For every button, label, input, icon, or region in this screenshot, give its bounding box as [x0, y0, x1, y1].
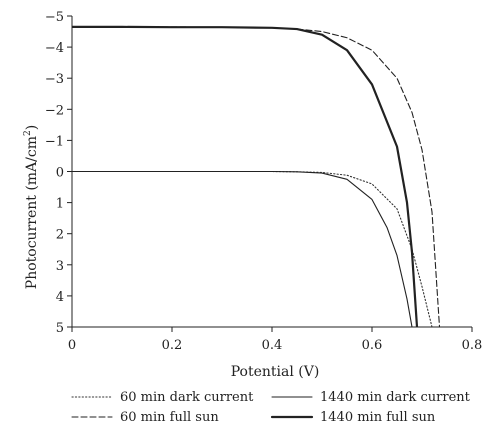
x-tick-label: 0.4 — [262, 338, 283, 353]
y-tick-label: 2 — [56, 228, 64, 243]
x-tick-label: 0.8 — [462, 338, 483, 353]
y-tick-label: 0 — [56, 166, 64, 181]
y-tick-label: 4 — [56, 290, 64, 305]
y-tick-label: −3 — [45, 72, 64, 87]
series-line-2 — [72, 26, 441, 327]
y-tick-label: −5 — [45, 10, 64, 25]
series-line-1 — [72, 170, 433, 327]
legend-label-1: 60 min dark current — [120, 390, 254, 405]
y-tick-label: −4 — [45, 41, 64, 56]
legend: 60 min dark current 60 min full sun 1440 m… — [71, 390, 471, 425]
y-tick-label: −1 — [45, 134, 64, 149]
y-tick-label: −2 — [45, 103, 64, 118]
legend-label-3: 1440 min dark current — [320, 390, 471, 405]
x-tick-label: 0.6 — [362, 338, 383, 353]
y-tick-label: 3 — [56, 259, 64, 274]
x-tick-label: 0 — [68, 338, 76, 353]
y-axis-label-main: Photocurrent (mA/cm — [24, 136, 40, 289]
x-tick-label: 0.2 — [162, 338, 183, 353]
x-axis-label: Potential (V) — [231, 364, 320, 380]
y-axis-label: Photocurrent (mA/cm2) — [23, 125, 40, 289]
y-tick-label: 1 — [56, 197, 64, 212]
y-axis-label-close: ) — [24, 125, 40, 130]
series-line-4 — [72, 25, 419, 327]
series-layer — [72, 25, 441, 327]
series-line-3 — [72, 170, 413, 327]
y-axis-label-superscript: 2 — [23, 130, 33, 136]
legend-label-4: 1440 min full sun — [320, 410, 436, 425]
y-tick-label: 5 — [56, 321, 64, 336]
legend-label-2: 60 min full sun — [120, 410, 219, 425]
